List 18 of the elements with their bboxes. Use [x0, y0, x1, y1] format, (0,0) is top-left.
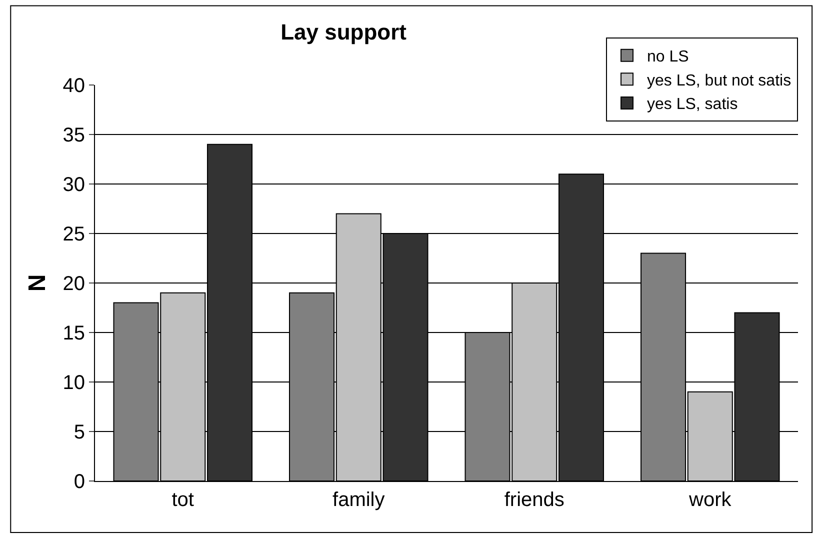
y-tick-label: 10	[62, 372, 85, 394]
y-tick-label: 20	[62, 273, 85, 295]
x-tick-label: friends	[504, 489, 564, 511]
y-tick-label: 0	[74, 471, 85, 493]
y-tick-label: 5	[74, 422, 85, 444]
chart-title: Lay support	[280, 20, 408, 45]
x-tick-label: family	[332, 489, 385, 511]
legend-label: yes LS, but not satis	[647, 72, 792, 90]
y-tick-label: 25	[62, 224, 85, 246]
y-tick-label: 40	[62, 75, 85, 97]
y-tick-label: 30	[62, 174, 85, 196]
y-tick-label: 35	[62, 124, 85, 146]
x-tick-label: tot	[172, 489, 194, 511]
y-axis-title: N	[24, 274, 51, 292]
legend-label: no LS	[647, 48, 689, 66]
legend-label: yes LS, satis	[647, 96, 738, 114]
y-tick-label: 15	[62, 322, 85, 344]
x-tick-label: work	[688, 489, 732, 511]
